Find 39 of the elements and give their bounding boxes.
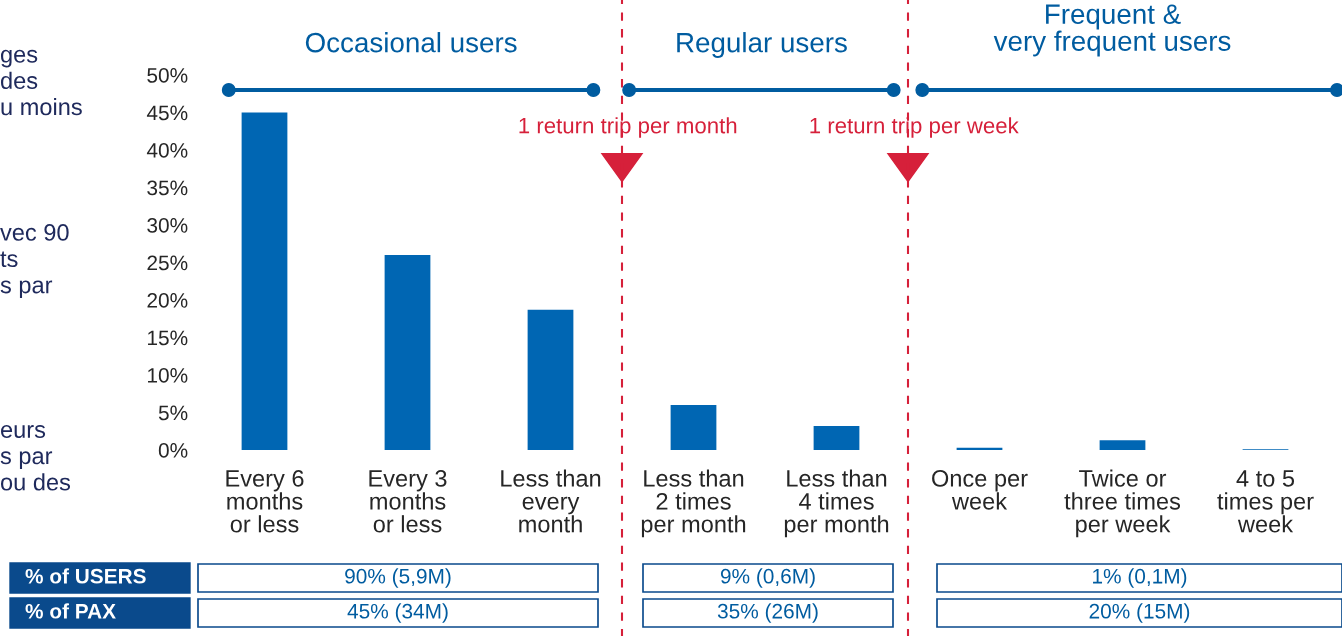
- bar: [813, 426, 860, 450]
- y-tick-label: 5%: [158, 405, 188, 421]
- bar: [384, 255, 431, 450]
- y-tick-label: 40%: [146, 143, 188, 158]
- bar: [1099, 440, 1146, 450]
- y-tick-label: 25%: [147, 255, 188, 271]
- x-tick-label: Every 3 months or less: [369, 470, 447, 533]
- y-tick-label: 35%: [147, 180, 188, 196]
- text: Frequent & very frequent users: [993, 4, 1231, 57]
- y-tick-label: 30%: [147, 218, 188, 233]
- x-tick-label: Less than 2 times per month: [641, 469, 746, 538]
- y-tick-label: 10%: [148, 368, 188, 383]
- text: 9% (0,6M): [720, 568, 815, 588]
- text: % of PAX: [25, 603, 116, 619]
- text: 45% (34M): [347, 603, 448, 623]
- y-tick-label: 50%: [147, 68, 188, 83]
- x-tick-label: Less than 4 times per month: [784, 469, 889, 538]
- x-tick-label: Twice or three times per week: [1064, 469, 1181, 538]
- x-tick-label: 4 to 5 times per week: [1217, 470, 1314, 533]
- text: Regular users: [677, 32, 847, 58]
- text: 1% (0,1M): [1093, 568, 1187, 588]
- bar: [527, 309, 574, 450]
- text: eurs s par ou des: [0, 425, 71, 491]
- y-tick-label: 15%: [148, 330, 188, 346]
- x-tick-label: Less than every month: [501, 469, 601, 533]
- text: ges des u moins: [0, 49, 82, 116]
- y-tick-label: 45%: [146, 105, 188, 121]
- bar: [670, 405, 717, 450]
- text: 90% (5,9M): [345, 568, 451, 588]
- text: 35% (26M): [717, 603, 818, 623]
- text: 20% (15M): [1089, 603, 1190, 623]
- y-tick-label: 20%: [147, 293, 188, 308]
- x-tick-label: Every 6 months or less: [226, 470, 304, 533]
- text: vec 90 ts s par: [0, 224, 69, 299]
- y-tick-label: 0%: [158, 443, 188, 458]
- text: % of USERS: [25, 568, 146, 584]
- x-tick-label: Once per week: [932, 470, 1028, 510]
- bar: [241, 112, 288, 450]
- text: Occasional users: [305, 32, 517, 53]
